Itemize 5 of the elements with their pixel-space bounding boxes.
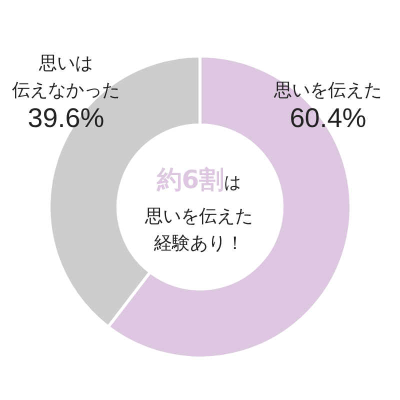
data-label: 60.4%: [290, 103, 366, 133]
slice-label: 思いは伝えなかった: [12, 53, 120, 101]
slice-label: 思いを伝えた: [273, 80, 382, 101]
data-label: 39.6%: [28, 103, 104, 133]
center-note: 約6割は 思いを伝えた 経験あり！: [145, 165, 253, 254]
